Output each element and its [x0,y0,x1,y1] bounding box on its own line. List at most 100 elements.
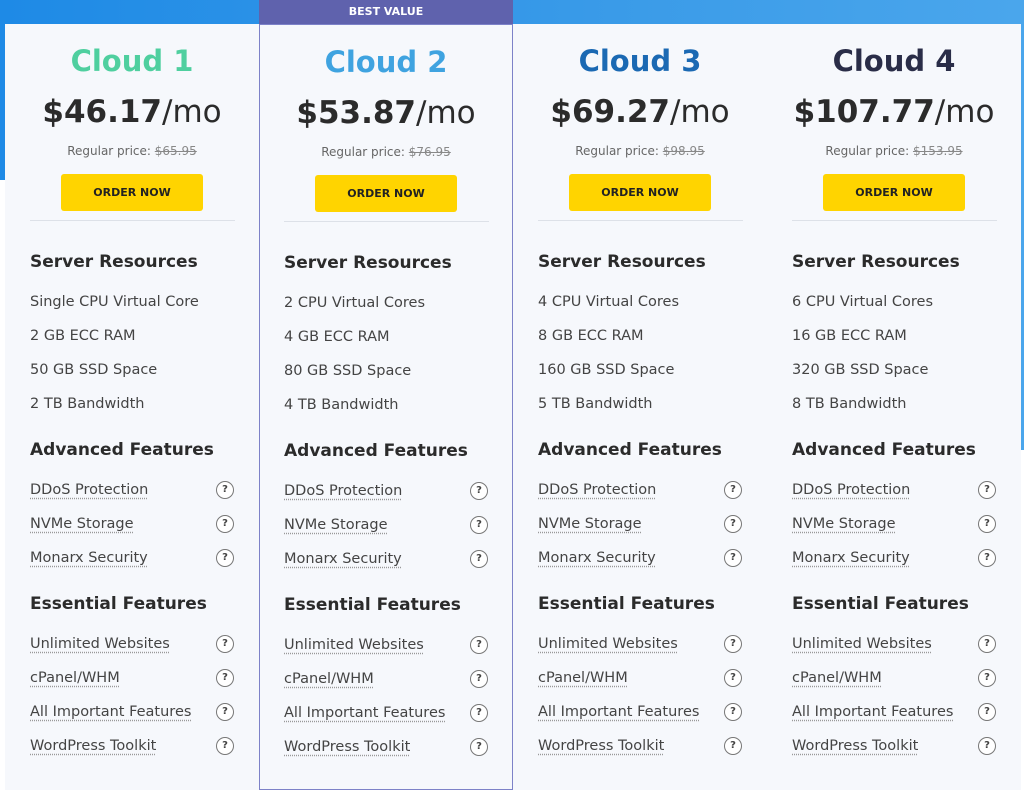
section-title: Advanced Features [30,440,214,460]
divider [284,221,489,222]
regular-amount: $65.95 [154,144,197,158]
help-icon[interactable]: ? [724,549,742,567]
help-icon[interactable]: ? [724,669,742,687]
feature: Monarx Security [30,550,148,566]
feature: DDoS Protection [30,482,149,498]
feature: 320 GB SSD Space [792,362,929,378]
help-icon[interactable]: ? [978,549,996,567]
help-icon[interactable]: ? [724,515,742,533]
help-icon[interactable]: ? [978,481,996,499]
feature: NVMe Storage [284,517,388,533]
divider [30,220,235,221]
help-icon[interactable]: ? [216,669,234,687]
price: $53.87/mo [259,95,513,131]
regular-label: Regular price: [321,145,405,159]
feature: All Important Features [538,704,700,720]
plan-card: Cloud 1 $46.17/mo Regular price: $65.95 ORD… [5,24,259,790]
feature: DDoS Protection [538,482,657,498]
plan-card: Cloud 2 $53.87/mo Regular price: $76.95 ORD… [259,24,513,790]
help-icon[interactable]: ? [978,515,996,533]
feature: Unlimited Websites [792,636,932,652]
feature: All Important Features [284,705,446,721]
price-period: /mo [670,94,730,130]
order-button[interactable]: ORDER NOW [569,174,711,211]
feature: Monarx Security [538,550,656,566]
price-period: /mo [416,95,476,131]
feature: DDoS Protection [284,483,403,499]
help-icon[interactable]: ? [216,635,234,653]
order-button[interactable]: ORDER NOW [61,174,203,211]
help-icon[interactable]: ? [978,703,996,721]
feature: cPanel/WHM [538,670,628,686]
help-icon[interactable]: ? [216,737,234,755]
help-icon[interactable]: ? [724,703,742,721]
feature: 160 GB SSD Space [538,362,675,378]
section-title: Essential Features [284,595,461,615]
feature: NVMe Storage [792,516,896,532]
feature: All Important Features [792,704,954,720]
help-icon[interactable]: ? [978,635,996,653]
feature: 5 TB Bandwidth [538,396,653,412]
plan-name: Cloud 1 [70,44,194,78]
section-title: Server Resources [538,252,706,272]
price: $69.27/mo [513,94,767,130]
regular-label: Regular price: [67,144,151,158]
help-icon[interactable]: ? [470,670,488,688]
badge: BEST VALUE [259,0,513,24]
order-button[interactable]: ORDER NOW [315,175,457,212]
price-amount: $69.27 [550,94,671,130]
order-button[interactable]: ORDER NOW [823,174,965,211]
help-icon[interactable]: ? [724,737,742,755]
section-title: Server Resources [284,253,452,273]
feature: Unlimited Websites [284,637,424,653]
section-title: Advanced Features [792,440,976,460]
feature: cPanel/WHM [792,670,882,686]
feature: WordPress Toolkit [284,739,411,755]
help-icon[interactable]: ? [978,737,996,755]
help-icon[interactable]: ? [470,636,488,654]
price-amount: $107.77 [793,94,935,130]
feature: Unlimited Websites [538,636,678,652]
help-icon[interactable]: ? [216,481,234,499]
feature: DDoS Protection [792,482,911,498]
help-icon[interactable]: ? [470,482,488,500]
plan-name: Cloud 3 [578,44,702,78]
help-icon[interactable]: ? [216,515,234,533]
plan-name: Cloud 4 [832,44,956,78]
section-title: Server Resources [792,252,960,272]
price-amount: $53.87 [296,95,417,131]
price-amount: $46.17 [42,94,163,130]
help-icon[interactable]: ? [978,669,996,687]
feature: WordPress Toolkit [30,738,157,754]
feature: 80 GB SSD Space [284,363,412,379]
regular-amount: $76.95 [408,145,451,159]
section-title: Essential Features [538,594,715,614]
feature: 4 CPU Virtual Cores [538,294,680,310]
regular-label: Regular price: [825,144,910,158]
price-period: /mo [162,94,222,130]
help-icon[interactable]: ? [470,550,488,568]
help-icon[interactable]: ? [470,704,488,722]
help-icon[interactable]: ? [470,738,488,756]
feature: cPanel/WHM [284,671,374,687]
help-icon[interactable]: ? [470,516,488,534]
feature: 2 TB Bandwidth [30,396,145,412]
plan-name: Cloud 2 [324,45,448,79]
help-icon[interactable]: ? [216,703,234,721]
regular-label: Regular price: [575,144,659,158]
feature: NVMe Storage [30,516,134,532]
plan-card: Cloud 3 $69.27/mo Regular price: $98.95 ORD… [513,24,767,790]
help-icon[interactable]: ? [216,549,234,567]
help-icon[interactable]: ? [724,635,742,653]
regular-price: Regular price: $65.95 [5,144,259,158]
regular-amount: $153.95 [912,144,963,158]
price: $46.17/mo [5,94,259,130]
feature: 8 TB Bandwidth [792,396,907,412]
help-icon[interactable]: ? [724,481,742,499]
divider [538,220,743,221]
feature: 50 GB SSD Space [30,362,158,378]
regular-amount: $98.95 [662,144,705,158]
plan-card: Cloud 4 $107.77/mo Regular price: $153.95 O… [767,24,1021,790]
section-title: Advanced Features [284,441,468,461]
